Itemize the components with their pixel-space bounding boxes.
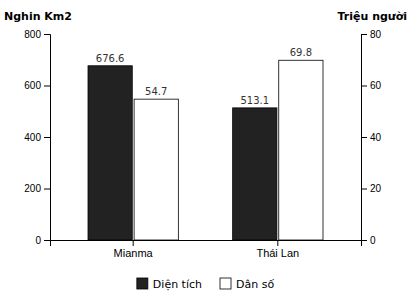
tick-label: 200 <box>24 183 41 194</box>
data-labels: 676.6 513.1 54.7 69.8 <box>96 47 312 106</box>
chart: 0 200 400 600 800 0 20 40 60 80 Mianma Thái Lan 676.… <box>0 0 411 298</box>
tick-mark <box>44 240 50 241</box>
tick-mark <box>44 137 50 138</box>
tick-mark <box>44 189 50 190</box>
tick: Mianma <box>114 240 154 259</box>
tick-mark <box>361 86 367 87</box>
tick: 600 <box>24 80 50 91</box>
tick-label: 0 <box>370 235 376 246</box>
data-label: 513.1 <box>240 95 269 106</box>
y2-axis: 0 20 40 60 80 <box>361 29 382 246</box>
axis-line <box>362 35 368 241</box>
bar <box>134 99 178 240</box>
tick-label: 400 <box>24 132 41 143</box>
tick: 20 <box>361 183 382 194</box>
tick: Thái Lan <box>256 240 299 259</box>
tick-label: 60 <box>370 80 382 91</box>
legend-label: Diện tích <box>153 278 202 291</box>
tick: 40 <box>361 132 382 143</box>
axis-line <box>51 241 362 247</box>
bar <box>88 66 132 240</box>
tick-label: 80 <box>370 29 382 40</box>
tick-mark <box>361 137 367 138</box>
data-label: 69.8 <box>290 47 312 58</box>
axis-line <box>44 35 51 241</box>
legend-label: Dân số <box>236 278 274 291</box>
legend-swatch <box>137 278 148 289</box>
tick-label: 600 <box>24 80 41 91</box>
bars <box>88 60 323 240</box>
tick: 80 <box>361 29 382 40</box>
plot: 0 200 400 600 800 0 20 40 60 80 Mianma Thái Lan 676.… <box>24 29 381 259</box>
legend-item: Dân số <box>220 278 274 291</box>
tick-mark <box>361 34 367 35</box>
tick: 60 <box>361 80 382 91</box>
bar <box>279 60 323 240</box>
tick-label: 800 <box>24 29 41 40</box>
tick-label: Mianma <box>114 247 154 259</box>
tick: 0 <box>361 235 376 246</box>
tick: 400 <box>24 132 50 143</box>
data-label: 54.7 <box>145 86 167 97</box>
tick-mark <box>44 34 50 35</box>
legend-swatch <box>220 278 231 289</box>
tick-mark <box>133 240 134 246</box>
tick: 0 <box>35 235 50 246</box>
data-label: 676.6 <box>96 53 125 64</box>
legend-item: Diện tích <box>137 278 202 291</box>
x-axis: Mianma Thái Lan <box>51 240 362 259</box>
legend: Diện tích Dân số <box>137 278 275 291</box>
tick-mark <box>361 189 367 190</box>
tick-mark <box>277 240 278 246</box>
tick-label: 0 <box>35 235 41 246</box>
tick-label: 20 <box>370 183 382 194</box>
tick-label: Thái Lan <box>256 247 299 259</box>
y-axis-title: Nghin Km2 <box>4 10 72 23</box>
tick-mark <box>44 86 50 87</box>
y2-axis-title: Triệu người <box>338 10 407 23</box>
tick: 800 <box>24 29 50 40</box>
y-axis: 0 200 400 600 800 <box>24 29 50 246</box>
tick: 200 <box>24 183 50 194</box>
bar <box>233 108 277 240</box>
tick-label: 40 <box>370 132 382 143</box>
